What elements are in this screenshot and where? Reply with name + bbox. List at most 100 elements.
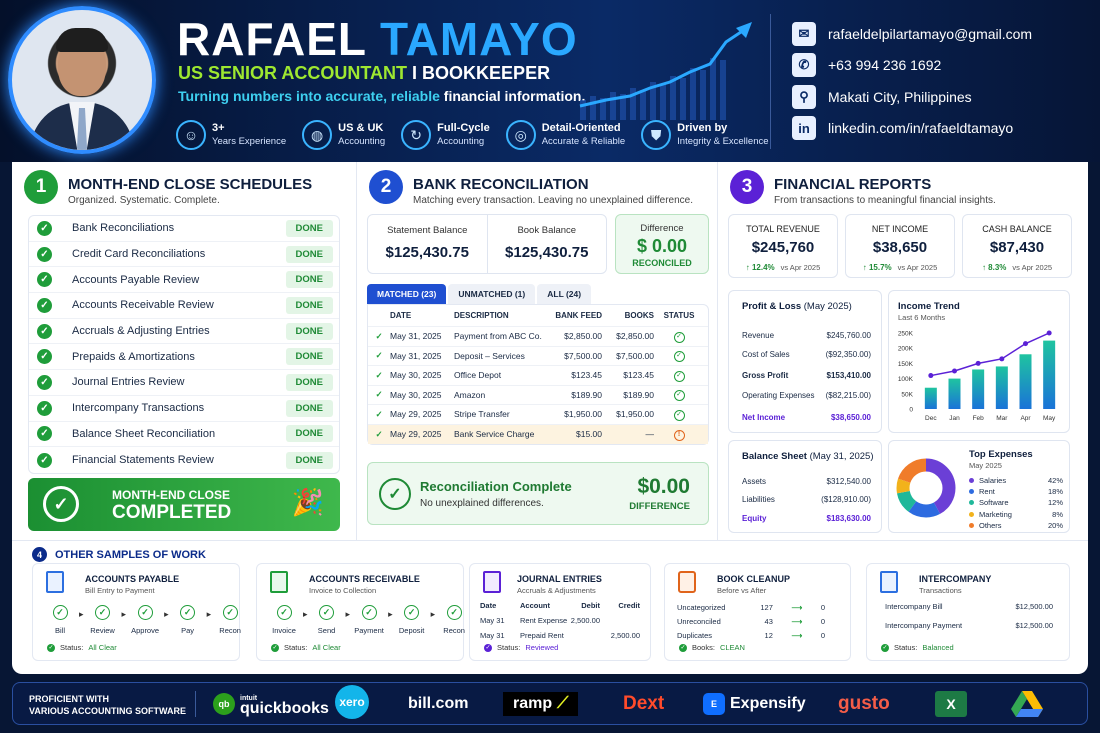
check-icon: ✓ — [375, 330, 383, 341]
tab-matched[interactable]: MATCHED (23) — [367, 284, 447, 304]
check-icon: ✓ — [361, 605, 377, 620]
y-tick-label: 100K — [898, 376, 914, 383]
list-item: ✓ Bank Reconciliations DONE — [29, 216, 339, 242]
document-icon — [46, 571, 64, 593]
row-label: Equity — [742, 514, 767, 523]
table-row[interactable]: ✓ May 29, 2025 Stripe Transfer $1,950.00 $1,… — [368, 405, 708, 425]
table-row[interactable]: ✓ May 31, 2025 Payment from ABC Co. $2,850.… — [368, 327, 708, 347]
table-row[interactable]: ✓ May 29, 2025 Bank Service Charge $15.00 —! — [368, 424, 708, 444]
sample-status: ✓ Books: CLEAN — [679, 643, 745, 652]
row-label: Cost of Sales — [742, 350, 790, 359]
profile-header: RAFAEL TAMAYO US SENIOR ACCOUNTANT I BOO… — [0, 0, 1100, 162]
list-item: ✓ Balance Sheet Reconciliation DONE — [29, 422, 339, 448]
check-icon: ✓ — [446, 605, 462, 620]
arrow-icon: ▸ — [430, 609, 436, 619]
banner-line2: COMPLETED — [112, 502, 232, 523]
row-date: May 29, 2025 — [390, 429, 442, 440]
row-date: May 30, 2025 — [390, 370, 442, 381]
email-icon: ✉ — [792, 21, 816, 46]
list-item: ✓ Prepaids & Amortizations DONE — [29, 344, 339, 371]
contact-linkedin[interactable]: in linkedin.com/in/rafaeldtamayo — [792, 113, 1032, 145]
tab-all[interactable]: ALL (24) — [537, 284, 592, 304]
expensify-text: Expensify — [730, 695, 806, 712]
contact-email[interactable]: ✉ rafaeldelpilartamayo@gmail.com — [792, 18, 1032, 50]
table-row[interactable]: ✓ May 30, 2025 Office Depot $123.45 $123.45 ✓ — [368, 366, 708, 386]
status-value: All Clear — [88, 643, 117, 652]
check-circle-icon: ✓ — [379, 478, 411, 510]
x-tick-label: Jan — [949, 415, 960, 422]
flow-step: ✓ Recon — [213, 605, 247, 635]
income-bar — [1043, 340, 1056, 409]
location-icon: ⚲ — [792, 84, 816, 109]
contact-text: +63 994 236 1692 — [828, 57, 942, 74]
sample-subtitle: Bill Entry to Payment — [85, 586, 155, 595]
row-books: $2,850.00 — [616, 331, 654, 342]
check-icon: ✓ — [37, 246, 52, 262]
status-badge: DONE — [285, 451, 333, 469]
banner-line1: MONTH-END CLOSE — [112, 488, 230, 502]
check-icon: ✓ — [37, 323, 52, 339]
card-title: Balance Sheet — [742, 451, 807, 462]
step-label: Invoice — [272, 626, 296, 635]
status-prefix: Status: — [497, 643, 521, 652]
list-item: ✓ Credit Card Reconciliations DONE — [29, 242, 339, 268]
step-label: Recon — [443, 626, 465, 635]
arrow-icon: ▸ — [206, 609, 212, 619]
badge-title: Detail-Oriented — [541, 122, 621, 134]
arrow-icon: ▸ — [164, 609, 169, 619]
badge-experience: ☺ 3+ Years Experience — [176, 120, 286, 150]
bs-row: Equity $183,630.00 — [742, 514, 871, 523]
step-label: Recon — [219, 626, 241, 635]
badge-title: Driven by — [677, 122, 728, 134]
sample-accounts-receivable: ACCOUNTS RECEIVABLE Invoice to Collectio… — [256, 563, 465, 661]
income-trend-card: Income Trend Last 6 Months 250K 200K 150K 1… — [888, 290, 1070, 433]
item-label: Prepaids & Amortizations — [72, 350, 195, 363]
step-label: Approve — [131, 626, 160, 635]
badge-region: ◍ US & UK Accounting — [302, 120, 385, 150]
check-icon: ✓ — [375, 350, 383, 361]
tab-unmatched[interactable]: UNMATCHED (1) — [448, 284, 536, 304]
section-number: 4 — [32, 547, 47, 562]
row-bank: $2,850.00 — [564, 331, 602, 342]
row-value: ($92,350.00) — [825, 350, 871, 359]
legend-item: Software 12% — [969, 497, 1063, 508]
item-label: Credit Card Reconciliations — [72, 248, 206, 261]
row-desc: Amazon — [454, 389, 486, 400]
status-prefix: Status: — [894, 643, 918, 652]
section-bank-reconciliation: 2 BANK RECONCILIATION Matching every tran… — [356, 162, 718, 540]
table-row: May 31 Rent Expense 2,500.00 — [480, 613, 640, 628]
status-dot-icon: ✓ — [881, 643, 889, 652]
statement-label: Statement Balance — [387, 225, 468, 236]
row-desc: Deposit – Services — [454, 350, 525, 361]
income-bar — [995, 366, 1008, 409]
badge-title: Full-Cycle — [437, 122, 490, 134]
pl-row: Cost of Sales ($92,350.00) — [742, 350, 871, 359]
status-prefix: Status: — [284, 643, 308, 652]
check-icon: ✓ — [375, 369, 383, 380]
status-badge: DONE — [285, 271, 333, 289]
contact-phone[interactable]: ✆ +63 994 236 1692 — [792, 50, 1032, 82]
legend-label: Salaries — [979, 476, 1007, 486]
qb-small: intuit — [240, 695, 258, 702]
row-date: May 31 — [480, 631, 505, 640]
row-debit: 2,500.00 — [570, 616, 600, 625]
matched-icon: ✓ — [673, 351, 685, 363]
footer-line2: VARIOUS ACCOUNTING SOFTWARE — [29, 706, 186, 716]
sample-subtitle: Invoice to Collection — [309, 586, 377, 595]
table-row[interactable]: ✓ May 31, 2025 Deposit – Services $7,500.00… — [368, 347, 708, 366]
row-books: $123.45 — [623, 370, 654, 381]
card-subtitle: Last 6 Months — [898, 313, 946, 322]
step-label: Payment — [354, 626, 384, 635]
kpi-value: $87,430 — [989, 239, 1045, 256]
expense-slice — [896, 458, 956, 518]
status-dot-icon: ✓ — [47, 643, 55, 652]
complete-sub: No unexplained differences. — [420, 498, 544, 509]
badge-row: ☺ 3+ Years Experience ◍ US & UK Accounting ↻… — [176, 120, 769, 150]
step-label: Deposit — [398, 626, 425, 635]
table-header: Date Account Debit Credit — [480, 598, 640, 613]
quickbooks-icon: qb — [213, 693, 235, 715]
table-row[interactable]: ✓ May 30, 2025 Amazon $189.90 $189.90 ✓ — [368, 386, 708, 405]
check-icon: ✓ — [222, 605, 238, 620]
reconciliation-complete-box: ✓ Reconciliation Complete No unexplained… — [367, 462, 709, 525]
row-before: 12 — [764, 631, 773, 640]
